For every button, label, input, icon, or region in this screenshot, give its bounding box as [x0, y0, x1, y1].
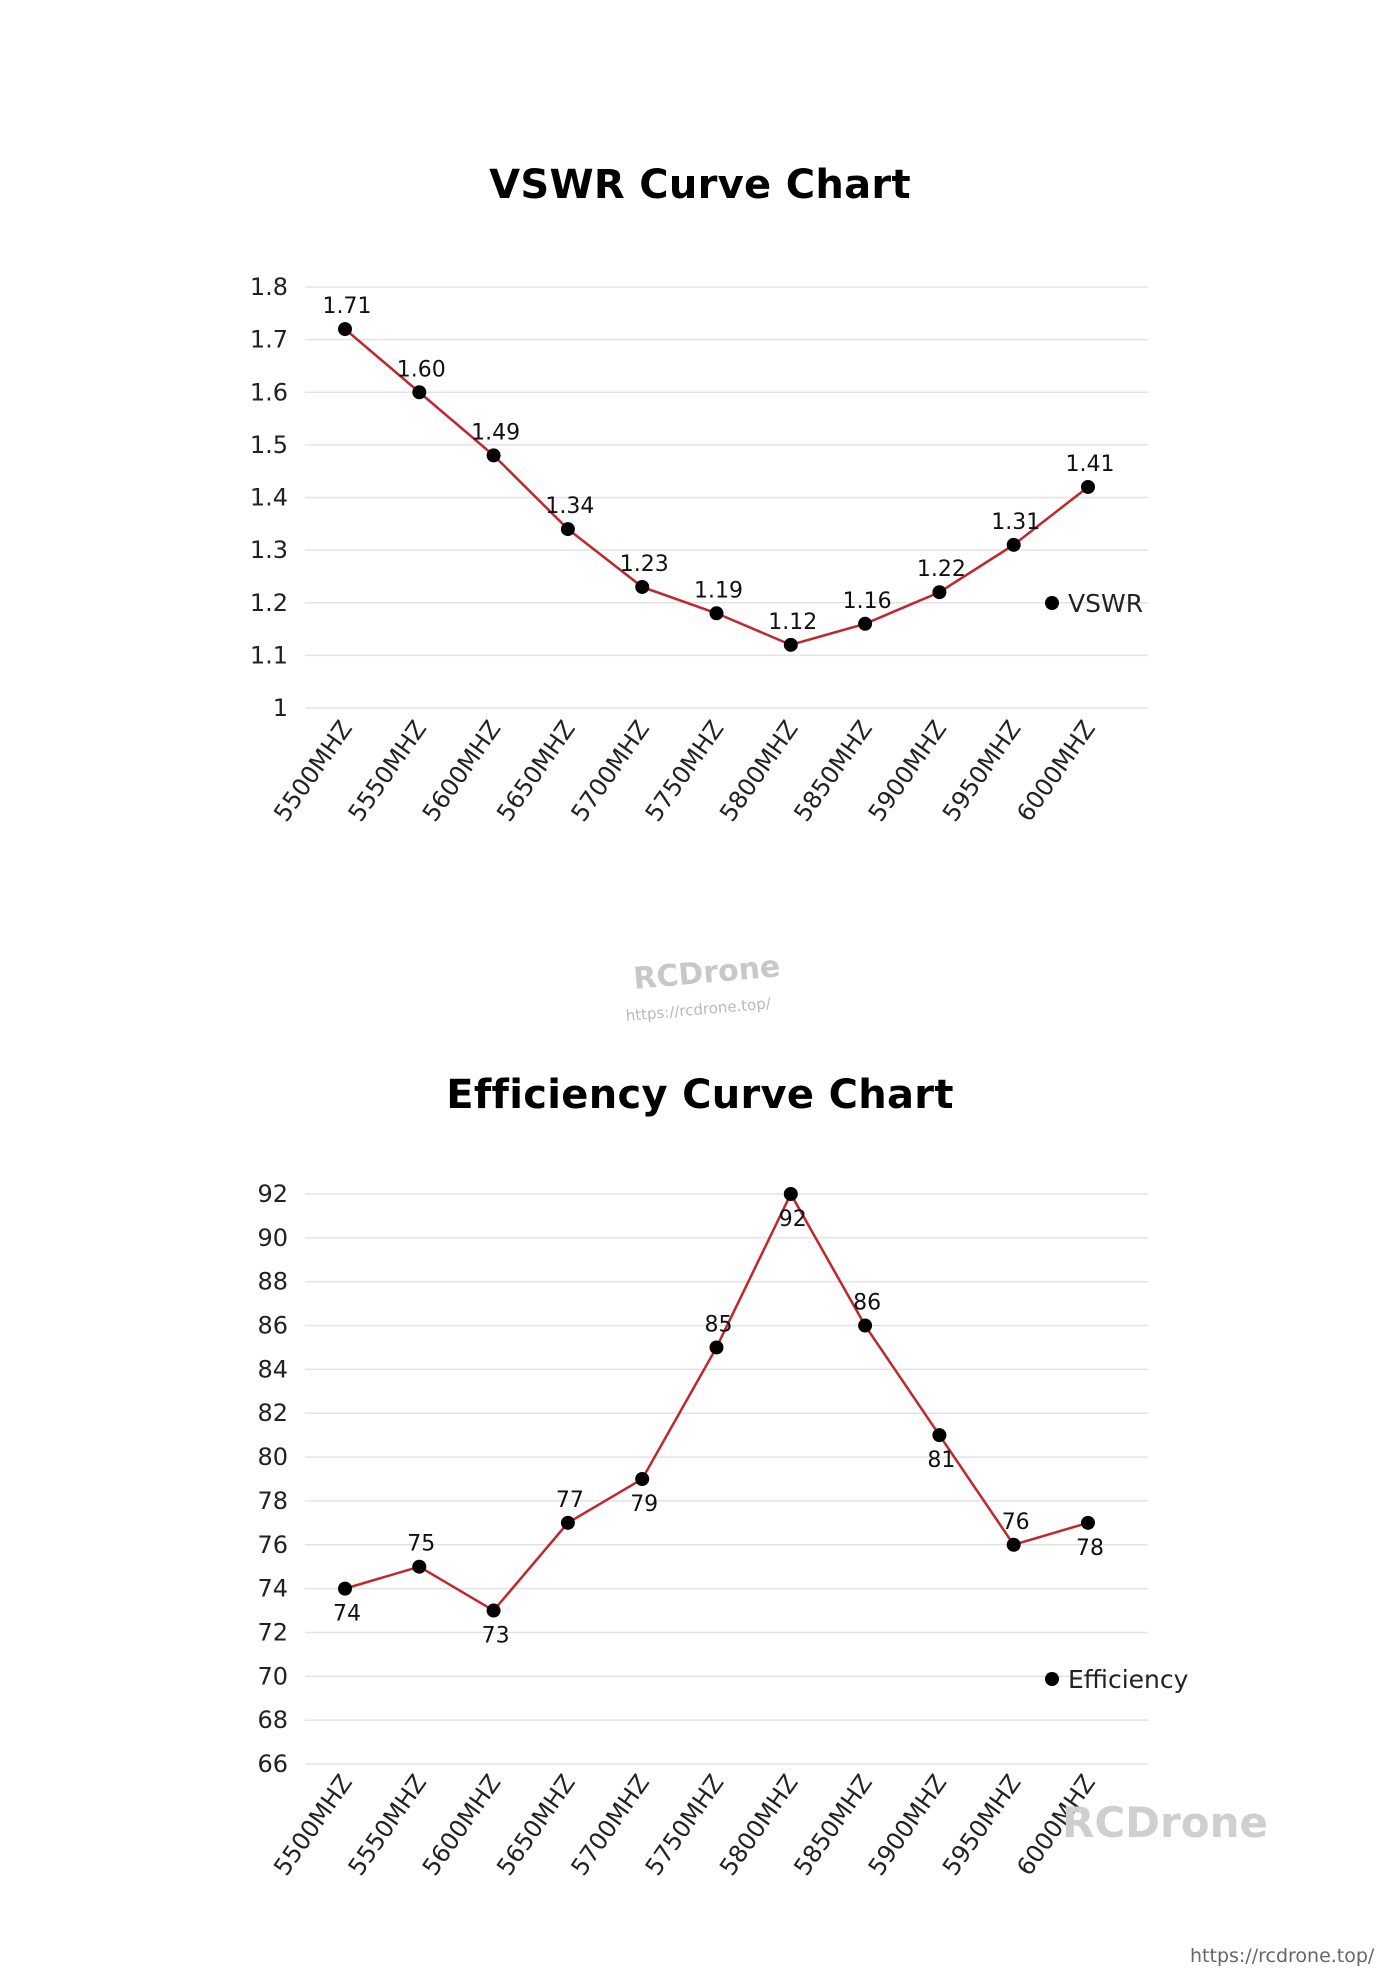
y-tick-label: 1.3 [250, 536, 288, 564]
data-label: 74 [333, 1602, 361, 1627]
data-point [709, 606, 724, 621]
data-label: 78 [1076, 1536, 1104, 1561]
data-label: 1.23 [620, 552, 669, 577]
watermark-url: https://rcdrone.top/ [625, 994, 772, 1025]
y-tick-label: 72 [257, 1618, 288, 1646]
y-tick-label: 80 [257, 1443, 288, 1471]
data-point [635, 1472, 650, 1486]
efficiency-chart: 92908886848280787674727068665500MHZ5550M… [257, 1180, 1189, 1881]
vswr-legend-label: VSWR [1068, 589, 1143, 618]
y-tick-label: 76 [257, 1531, 288, 1559]
data-point [560, 1515, 575, 1530]
data-point [932, 585, 947, 600]
data-point [932, 1428, 947, 1443]
data-label: 81 [927, 1448, 955, 1473]
y-tick-label: 74 [257, 1575, 288, 1603]
data-label: 76 [1002, 1510, 1030, 1535]
vswr-legend-marker [1045, 596, 1059, 610]
y-tick-label: 70 [257, 1662, 288, 1690]
y-tick-label: 86 [257, 1312, 288, 1340]
y-tick-label: 82 [257, 1399, 288, 1427]
y-tick-label: 92 [257, 1180, 288, 1208]
data-label: 77 [556, 1488, 584, 1513]
data-point [486, 1603, 501, 1618]
vswr-gridlines [305, 286, 1148, 709]
data-point [783, 1187, 798, 1201]
data-label: 79 [630, 1492, 658, 1517]
y-tick-label: 88 [257, 1268, 288, 1296]
data-point [560, 522, 575, 537]
data-label: 1.22 [917, 557, 966, 582]
data-point [635, 579, 650, 594]
data-point [1006, 1537, 1021, 1552]
data-label: 1.34 [545, 494, 594, 519]
data-label: 1.19 [694, 578, 743, 603]
data-label: 1.16 [843, 589, 892, 614]
vswr-chart-title: VSWR Curve Chart [489, 162, 911, 208]
efficiency-gridlines [305, 1193, 1148, 1765]
data-label: 1.31 [991, 510, 1040, 535]
data-point [412, 1559, 427, 1574]
data-label: 1.60 [397, 357, 446, 382]
y-tick-label: 78 [257, 1487, 288, 1515]
data-label: 1.49 [471, 420, 520, 445]
data-label: 92 [779, 1207, 807, 1232]
data-point [1081, 479, 1095, 494]
y-tick-label: 84 [257, 1355, 288, 1383]
efficiency-chart-title: Efficiency Curve Chart [446, 1072, 954, 1118]
data-point [338, 322, 352, 337]
data-point [1006, 537, 1021, 552]
y-tick-label: 90 [257, 1224, 288, 1252]
data-point [412, 385, 427, 400]
data-label: 85 [705, 1312, 733, 1337]
data-label: 1.12 [768, 610, 817, 635]
y-tick-label: 1.8 [250, 273, 288, 301]
data-point [858, 616, 873, 631]
data-point [486, 448, 501, 463]
data-label: 73 [482, 1624, 510, 1649]
y-tick-label: 1.5 [250, 431, 288, 459]
data-label: 86 [853, 1291, 881, 1316]
y-tick-label: 68 [257, 1706, 288, 1734]
y-tick-label: 1.2 [250, 589, 288, 617]
data-label: 1.71 [323, 294, 372, 319]
y-tick-label: 1.4 [250, 484, 288, 512]
data-point [338, 1581, 352, 1596]
data-point [709, 1340, 724, 1355]
y-tick-label: 1.6 [250, 378, 288, 406]
efficiency-legend-marker [1045, 1672, 1059, 1686]
efficiency-legend-label: Efficiency [1068, 1665, 1189, 1694]
data-label: 75 [407, 1532, 435, 1557]
data-point [1081, 1515, 1095, 1530]
y-tick-label: 1 [273, 694, 288, 722]
data-label: 1.41 [1066, 452, 1115, 477]
y-tick-label: 1.1 [250, 641, 288, 669]
footer-url: https://rcdrone.top/ [1190, 1945, 1375, 1967]
vswr-chart: 1.81.71.61.51.41.31.21.115500MHZ5550MHZ5… [250, 273, 1148, 827]
y-tick-label: 1.7 [250, 326, 288, 354]
efficiency-series-line [344, 1191, 1089, 1613]
footer-brand-watermark: RCDrone [1062, 1798, 1268, 1847]
data-point [858, 1318, 873, 1333]
y-tick-label: 66 [257, 1750, 288, 1778]
data-point [783, 637, 798, 652]
